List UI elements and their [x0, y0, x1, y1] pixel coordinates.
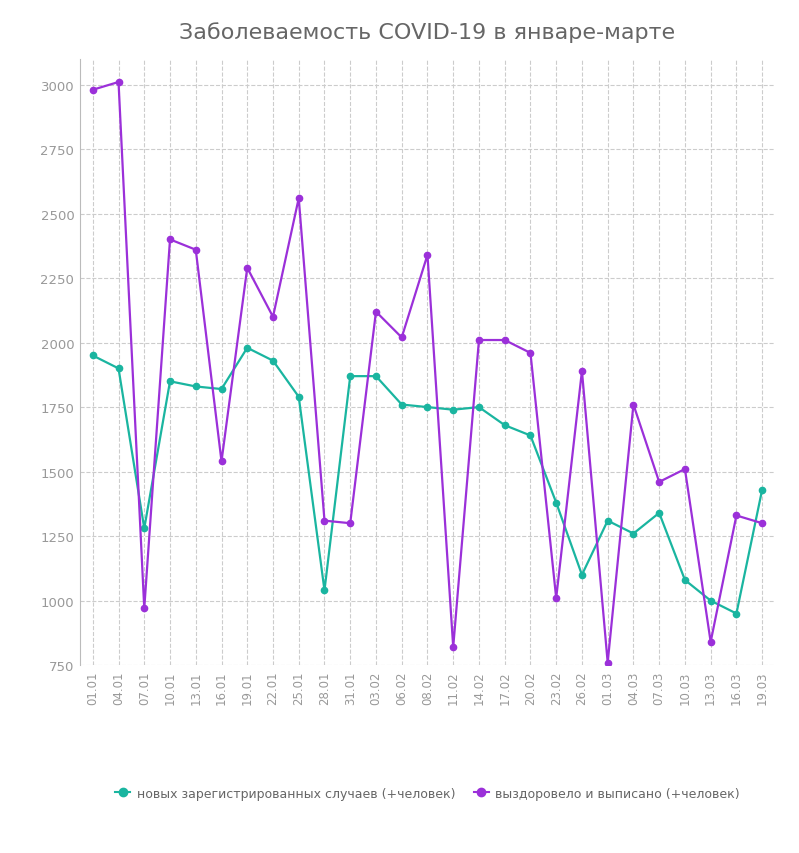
выздоровело и выписано (+человек)	[577, 367, 586, 377]
новых зарегистрированных случаев (+человек)	[165, 377, 175, 387]
новых зарегистрированных случаев (+человек)	[320, 585, 329, 595]
выздоровело и выписано (+человек)	[397, 333, 407, 343]
новых зарегистрированных случаев (+человек)	[372, 372, 381, 382]
выздоровело и выписано (+человек)	[448, 642, 458, 653]
выздоровело и выписано (+человек)	[629, 400, 638, 410]
новых зарегистрированных случаев (+человек)	[242, 343, 252, 353]
выздоровело и выписано (+человек)	[88, 85, 97, 96]
выздоровело и выписано (+человек)	[140, 604, 149, 614]
новых зарегистрированных случаев (+человек)	[603, 516, 613, 526]
новых зарегистрированных случаев (+человек)	[397, 400, 407, 410]
новых зарегистрированных случаев (+человек)	[551, 498, 561, 508]
выздоровело и выписано (+человек)	[320, 516, 329, 526]
выздоровело и выписано (+человек)	[603, 658, 613, 668]
выздоровело и выписано (+человек)	[372, 307, 381, 317]
выздоровело и выписано (+человек)	[526, 348, 535, 358]
выздоровело и выписано (+человек)	[268, 312, 278, 322]
новых зарегистрированных случаев (+человек)	[113, 364, 123, 374]
новых зарегистрированных случаев (+человек)	[732, 609, 741, 619]
новых зарегистрированных случаев (+человек)	[654, 508, 664, 519]
новых зарегистрированных случаев (+человек)	[423, 403, 432, 413]
новых зарегистрированных случаев (+человек)	[294, 392, 304, 403]
новых зарегистрированных случаев (+человек)	[88, 351, 97, 361]
Title: Заболеваемость COVID-19 в январе-марте: Заболеваемость COVID-19 в январе-марте	[180, 22, 675, 43]
Legend: новых зарегистрированных случаев (+человек), выздоровело и выписано (+человек): новых зарегистрированных случаев (+челов…	[109, 780, 746, 806]
новых зарегистрированных случаев (+человек)	[191, 382, 201, 392]
новых зарегистрированных случаев (+человек)	[680, 575, 690, 585]
выздоровело и выписано (+человек)	[423, 251, 432, 261]
выздоровело и выписано (+человек)	[732, 511, 741, 521]
выздоровело и выписано (+человек)	[191, 246, 201, 256]
новых зарегистрированных случаев (+человек)	[268, 356, 278, 366]
выздоровело и выписано (+человек)	[500, 335, 510, 345]
выздоровело и выписано (+человек)	[706, 637, 715, 647]
выздоровело и выписано (+человек)	[551, 593, 561, 603]
выздоровело и выписано (+человек)	[680, 464, 690, 474]
выздоровело и выписано (+человек)	[294, 194, 304, 204]
новых зарегистрированных случаев (+человек)	[629, 529, 638, 539]
новых зарегистрированных случаев (+человек)	[706, 595, 715, 606]
новых зарегистрированных случаев (+человек)	[140, 524, 149, 534]
Line: новых зарегистрированных случаев (+человек): новых зарегистрированных случаев (+челов…	[89, 345, 765, 617]
новых зарегистрированных случаев (+человек)	[345, 372, 355, 382]
выздоровело и выписано (+человек)	[242, 264, 252, 274]
новых зарегистрированных случаев (+человек)	[217, 385, 226, 395]
выздоровело и выписано (+человек)	[474, 335, 483, 345]
новых зарегистрированных случаев (+человек)	[757, 485, 767, 496]
Line: выздоровело и выписано (+человек): выздоровело и выписано (+человек)	[89, 80, 765, 666]
выздоровело и выписано (+человек)	[165, 235, 175, 245]
новых зарегистрированных случаев (+человек)	[526, 431, 535, 441]
выздоровело и выписано (+человек)	[654, 477, 664, 487]
новых зарегистрированных случаев (+человек)	[474, 403, 483, 413]
выздоровело и выписано (+человек)	[345, 519, 355, 529]
выздоровело и выписано (+человек)	[217, 456, 226, 467]
новых зарегистрированных случаев (+человек)	[448, 405, 458, 415]
новых зарегистрированных случаев (+человек)	[500, 421, 510, 431]
выздоровело и выписано (+человек)	[113, 78, 123, 88]
выздоровело и выписано (+человек)	[757, 519, 767, 529]
новых зарегистрированных случаев (+человек)	[577, 570, 586, 580]
